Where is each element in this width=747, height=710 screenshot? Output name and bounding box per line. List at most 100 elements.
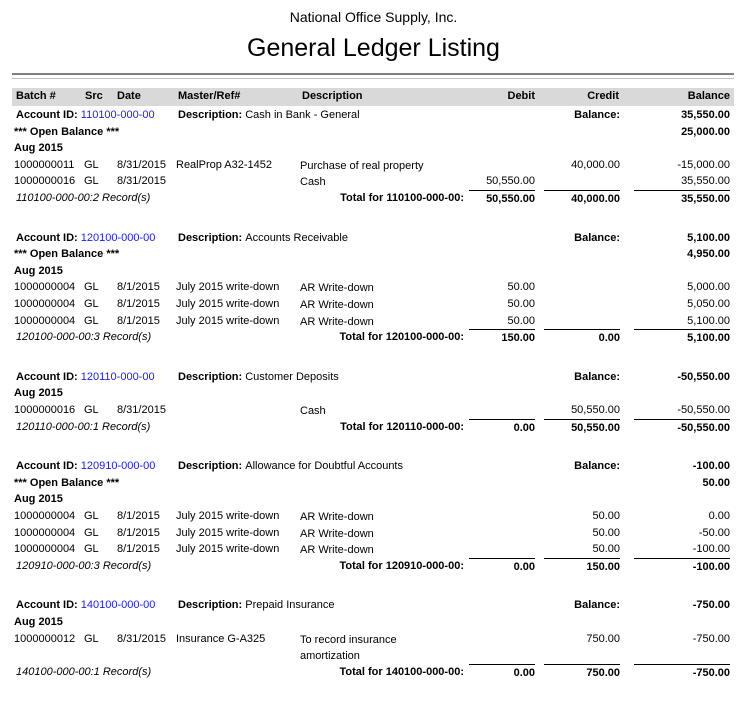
transaction-row: 1000000004 GL 8/1/2015 July 2015 write-down… — [0, 508, 747, 524]
balance: 35,550.00 — [681, 175, 730, 188]
total-credit: 150.00 — [544, 557, 620, 573]
transaction-row: 1000000004 GL 8/1/2015 July 2015 write-down… — [0, 296, 747, 312]
account-header-row: Account ID: 120100-000-00 Description: Ac… — [0, 230, 747, 246]
source: GL — [84, 281, 99, 294]
open-balance-value: 25,000.00 — [681, 125, 730, 138]
date: 8/1/2015 — [117, 298, 160, 310]
account-balance-label: Balance: — [574, 460, 620, 473]
account-id-link[interactable]: 120100-000-00 — [80, 231, 156, 244]
total-label: Total for 140100-000-00: — [339, 665, 464, 678]
account-id-link[interactable]: 120110-000-00 — [80, 370, 155, 383]
open-balance-row: *** Open Balance *** 25,000.00 — [0, 124, 747, 140]
date: 8/31/2015 — [117, 404, 166, 416]
account-balance-label: Balance: — [574, 231, 620, 244]
account-header-row: Account ID: 140100-000-00 Description: Pr… — [0, 597, 747, 613]
col-balance: Balance — [687, 90, 730, 102]
open-balance-label: *** Open Balance *** — [14, 248, 120, 261]
account-balance: 35,550.00 — [681, 109, 730, 121]
account-description: Accounts Receivable — [245, 231, 348, 244]
transaction-row: 1000000004 GL 8/1/2015 July 2015 write-down… — [0, 313, 747, 329]
credit: 50.00 — [592, 526, 620, 539]
month-row: Aug 2015 — [0, 263, 747, 279]
divider — [12, 78, 734, 79]
batch-number: 1000000004 — [14, 314, 76, 327]
account-id-label: Account ID: 140100-000-00 — [16, 599, 156, 612]
account-balance: 5,100.00 — [687, 231, 730, 244]
debit: 50.00 — [507, 298, 535, 310]
account-balance-label: Balance: — [574, 370, 620, 383]
total-credit: 50,550.00 — [544, 418, 620, 434]
credit: 40,000.00 — [571, 158, 620, 171]
account-id-label: Account ID: 110100-000-00 — [16, 109, 155, 121]
date: 8/1/2015 — [117, 543, 160, 556]
balance: 5,050.00 — [687, 298, 730, 310]
description: To record insurance amortization — [300, 633, 397, 662]
date: 8/1/2015 — [117, 281, 160, 294]
account-id-link[interactable]: 140100-000-00 — [80, 599, 156, 612]
open-balance-row: *** Open Balance *** 50.00 — [0, 475, 747, 491]
account-balance-label: Balance: — [574, 109, 620, 121]
total-balance: -750.00 — [634, 663, 730, 679]
description: Purchase of real property — [300, 159, 424, 172]
balance: -100.00 — [692, 543, 730, 556]
total-balance: -50,550.00 — [634, 418, 730, 434]
batch-number: 1000000004 — [14, 526, 76, 539]
account-id-label: Account ID: 120910-000-00 — [16, 460, 156, 473]
source: GL — [84, 175, 99, 188]
col-debit: Debit — [507, 90, 536, 102]
transaction-row: 1000000011 GL 8/31/2015 RealProp A32-1452 Pu… — [0, 157, 747, 173]
total-row: 120100-000-00:3 Record(s) Total for 12010… — [0, 329, 747, 345]
batch-number: 1000000004 — [14, 298, 76, 310]
total-row: 120910-000-00:3 Record(s) Total for 12091… — [0, 557, 747, 574]
master-ref: July 2015 write-down — [176, 526, 280, 539]
description: AR Write-down — [300, 511, 374, 523]
batch-number: 1000000004 — [14, 543, 76, 556]
month-label: Aug 2015 — [14, 264, 63, 277]
balance: 5,000.00 — [687, 281, 730, 294]
total-row: 120110-000-00:1 Record(s) Total for 12011… — [0, 418, 747, 435]
source: GL — [84, 298, 99, 310]
description: AR Write-down — [300, 544, 374, 557]
report-title: General Ledger Listing — [247, 34, 500, 62]
credit: 50,550.00 — [571, 404, 620, 416]
account-balance: -100.00 — [692, 460, 730, 473]
total-debit: 150.00 — [469, 329, 535, 344]
date: 8/31/2015 — [117, 632, 166, 645]
total-balance: -100.00 — [634, 557, 730, 573]
total-credit: 750.00 — [544, 663, 620, 679]
transaction-row: 1000000004 GL 8/1/2015 July 2015 write-down… — [0, 279, 747, 295]
debit: 50,550.00 — [486, 175, 535, 188]
col-date: Date — [117, 90, 141, 102]
master-ref: July 2015 write-down — [176, 314, 280, 327]
total-balance: 5,100.00 — [634, 329, 730, 344]
source: GL — [84, 632, 99, 645]
transaction-row: 1000000016 GL 8/31/2015 Cash 50,550.00 35,550… — [0, 173, 747, 189]
total-credit: 0.00 — [544, 329, 620, 344]
total-label: Total for 120100-000-00: — [339, 331, 464, 344]
description: AR Write-down — [300, 315, 374, 328]
date: 8/1/2015 — [117, 314, 160, 327]
credit: 50.00 — [592, 543, 620, 556]
batch-number: 1000000004 — [14, 510, 76, 522]
account-balance-label: Balance: — [574, 599, 620, 612]
master-ref: RealProp A32-1452 — [176, 158, 273, 171]
batch-number: 1000000011 — [14, 158, 75, 171]
source: GL — [84, 158, 99, 171]
balance: -50,550.00 — [677, 404, 730, 416]
month-label: Aug 2015 — [14, 387, 63, 400]
total-debit: 0.00 — [469, 418, 535, 434]
account-description-label: Description: Accounts Receivable — [178, 231, 348, 244]
total-debit: 0.00 — [469, 557, 535, 573]
date: 8/31/2015 — [117, 175, 166, 188]
account-description-label: Description: Cash in Bank - General — [178, 109, 360, 121]
account-id-link[interactable]: 120910-000-00 — [80, 460, 156, 473]
description: AR Write-down — [300, 527, 374, 540]
total-debit: 50,550.00 — [469, 190, 535, 205]
account-id-link[interactable]: 110100-000-00 — [80, 109, 155, 121]
month-row: Aug 2015 — [0, 491, 747, 507]
column-header-bar: Batch # Src Date Master/Ref# Description… — [12, 88, 734, 106]
master-ref: July 2015 write-down — [176, 281, 280, 294]
record-count: 120910-000-00:3 Record(s) — [16, 559, 152, 572]
date: 8/1/2015 — [117, 526, 160, 539]
